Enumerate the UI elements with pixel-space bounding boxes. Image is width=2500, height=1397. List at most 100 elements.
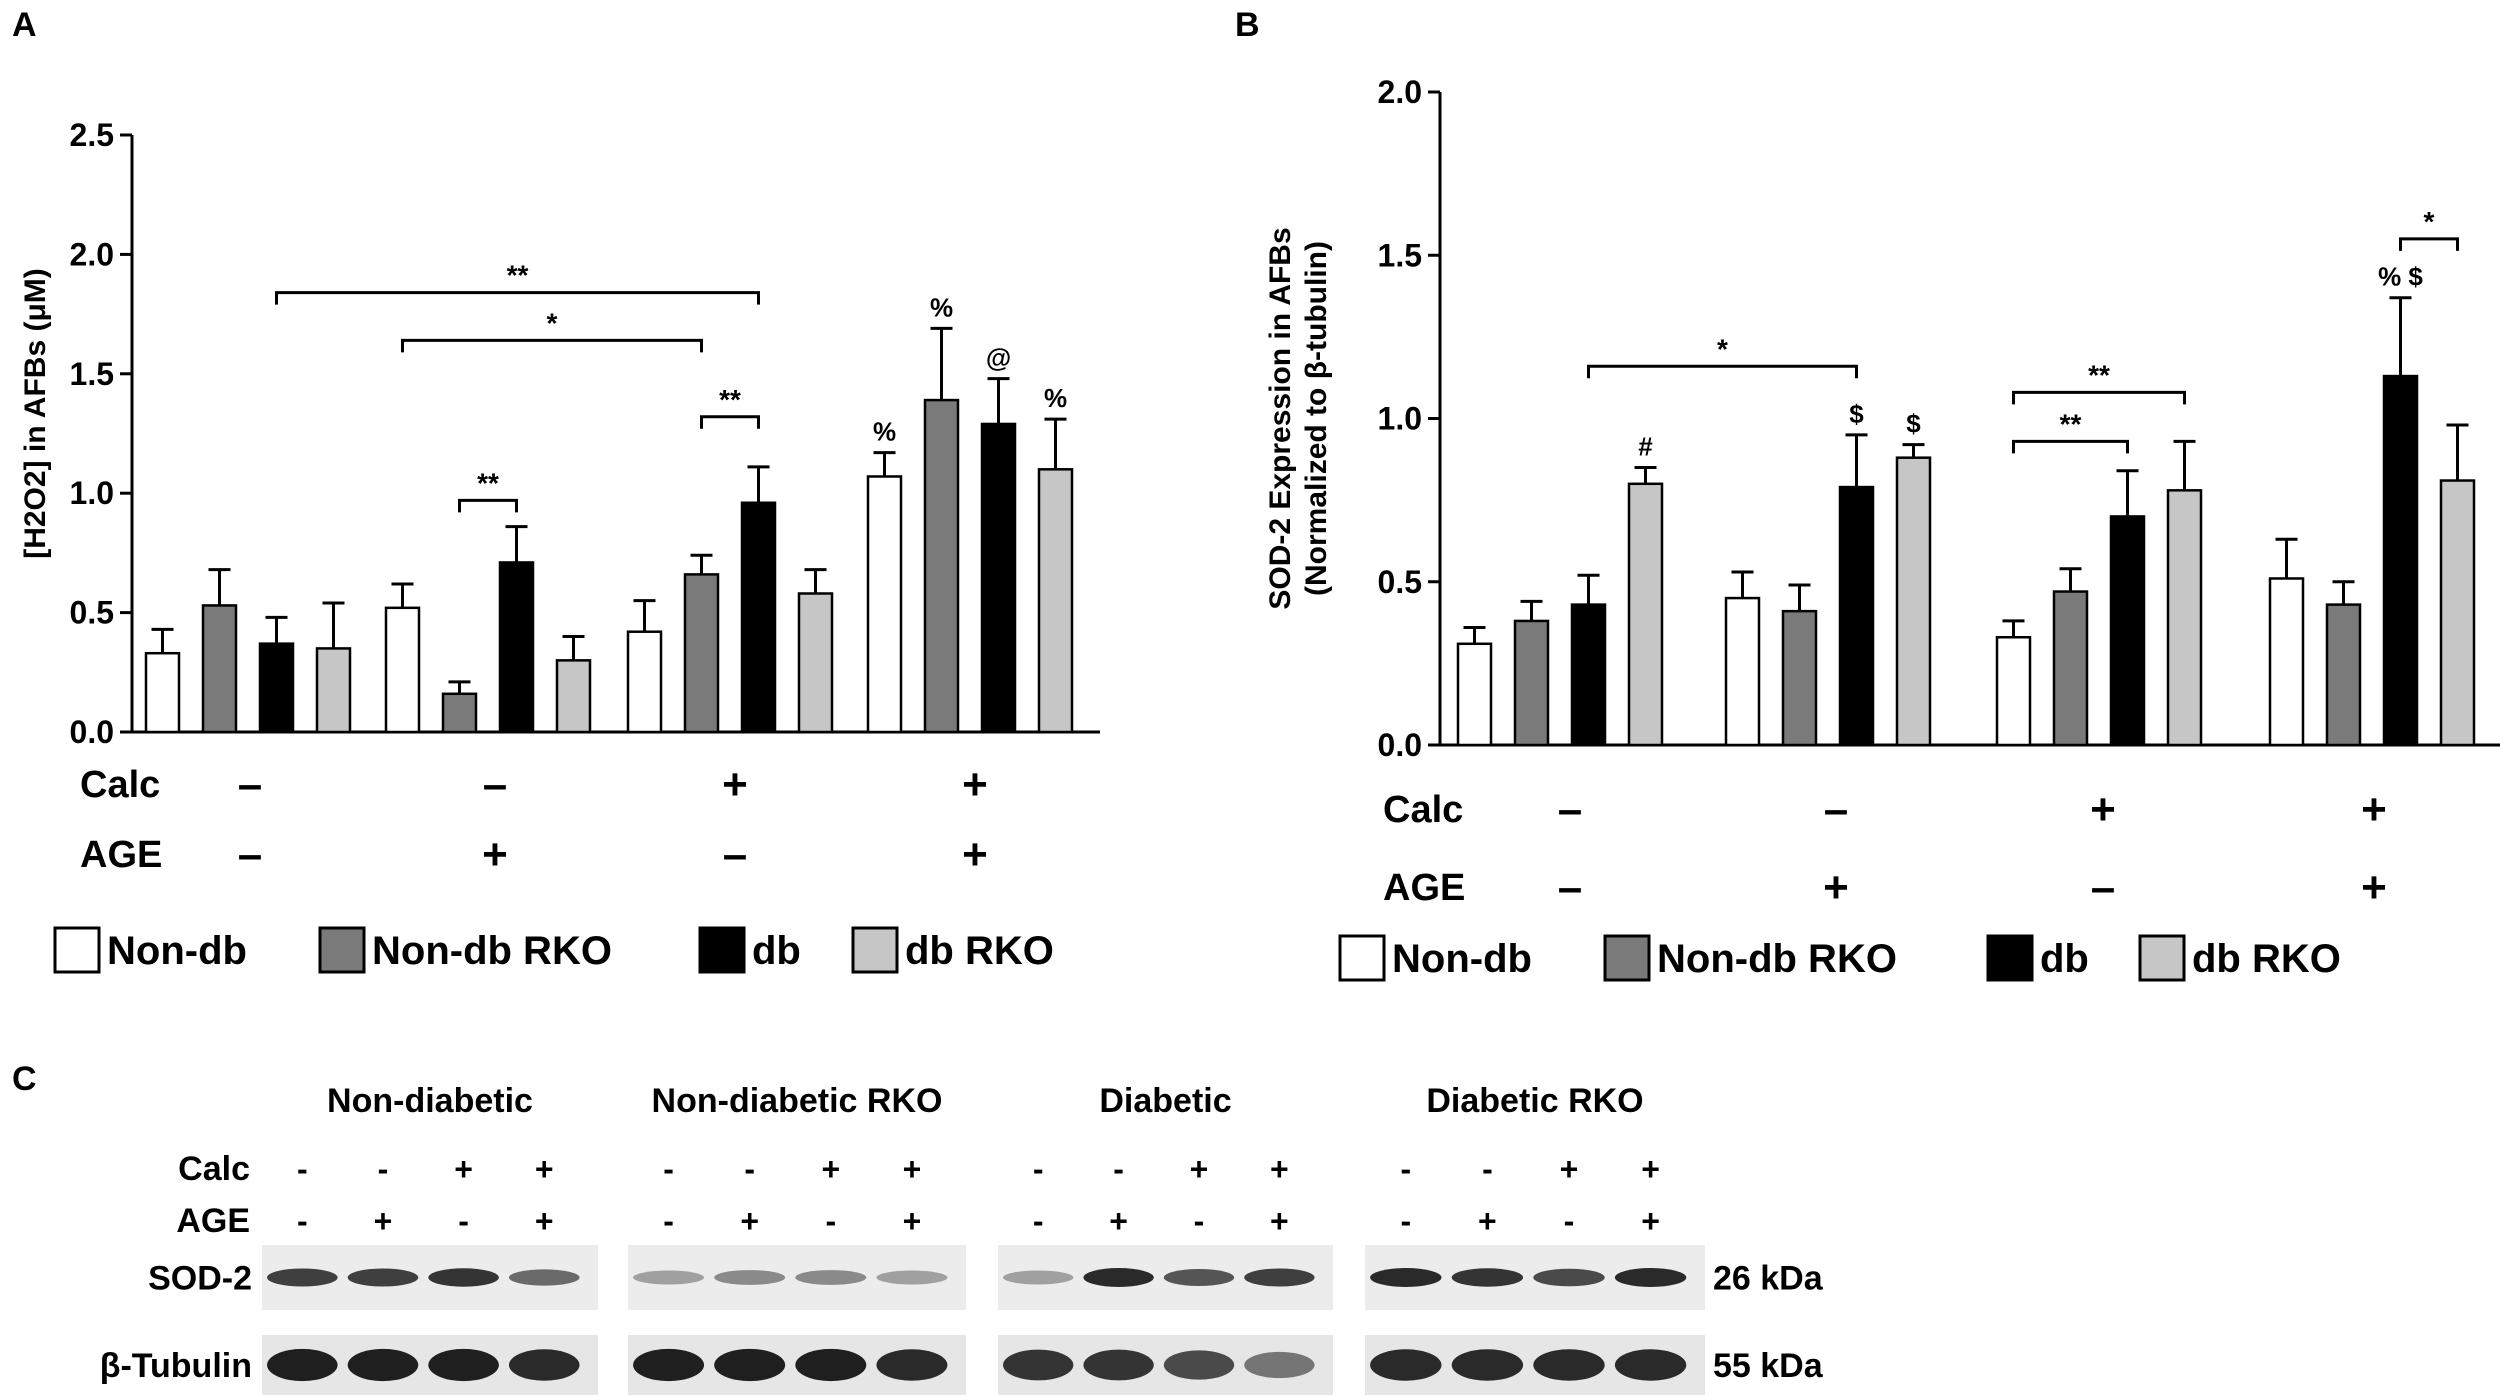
blot-calc-sign: - xyxy=(1482,1151,1493,1187)
bar-a xyxy=(683,573,720,734)
blot-band xyxy=(714,1348,786,1382)
bar-a xyxy=(144,651,181,734)
bar-b xyxy=(1570,603,1607,747)
y-tick-label-a: 0.0 xyxy=(70,714,114,750)
age-sign-a: + xyxy=(962,830,988,879)
blot-row-label: β-Tubulin xyxy=(100,1347,252,1385)
blot-age-sign: + xyxy=(374,1203,393,1239)
bar-a xyxy=(1037,468,1074,734)
y-axis-label-line1-b: SOD-2 Expression in AFBs xyxy=(1264,227,1297,609)
blot-band xyxy=(1533,1268,1605,1287)
panel-b-letter: B xyxy=(1235,6,1260,44)
legend-label-b: db xyxy=(2040,937,2089,981)
significance-label-a: ** xyxy=(507,260,529,291)
calc-sign-b: – xyxy=(1824,785,1848,834)
bar-b xyxy=(1513,619,1550,747)
significance-bracket-a xyxy=(275,291,760,305)
bar-mark-a: @ xyxy=(986,343,1011,373)
bar-a xyxy=(740,501,777,734)
calc-sign-a: – xyxy=(483,760,507,809)
bar-b xyxy=(2166,489,2203,747)
age-sign-b: – xyxy=(2091,863,2115,912)
blot-band xyxy=(508,1349,580,1381)
legend-label-a: Non-db RKO xyxy=(372,929,612,973)
blot-age-sign: - xyxy=(1033,1203,1044,1239)
blot-age-sign: - xyxy=(825,1203,836,1239)
age-sign-a: – xyxy=(723,830,747,879)
calc-sign-b: – xyxy=(1558,785,1582,834)
significance-bracket-b xyxy=(2012,390,2186,405)
blot-group-label: Diabetic RKO xyxy=(1426,1082,1643,1120)
blot-kda-label: 26 kDa xyxy=(1713,1260,1824,1298)
bar-b xyxy=(1724,596,1761,747)
blot-age-sign: + xyxy=(740,1203,759,1239)
bar-a xyxy=(201,604,238,734)
y-tick-label-a: 2.5 xyxy=(70,117,114,153)
y-tick-label-a: 1.0 xyxy=(70,475,114,511)
blot-band xyxy=(1370,1349,1442,1381)
blot-age-sign: + xyxy=(903,1203,922,1239)
bar-a xyxy=(315,647,352,734)
blot-age-sign: + xyxy=(535,1203,554,1239)
blot-band xyxy=(1370,1268,1442,1287)
calc-label-a: Calc xyxy=(80,764,160,806)
blot-band xyxy=(1533,1349,1605,1381)
blot-layer: CalcAGENon-diabetic---++-++Non-diabetic … xyxy=(100,1082,1824,1395)
bar-a xyxy=(555,659,592,734)
bar-mark-a: % xyxy=(873,417,896,447)
blot-calc-sign: + xyxy=(821,1151,840,1187)
y-tick-label-a: 0.5 xyxy=(70,595,114,631)
significance-label-b: * xyxy=(1717,333,1728,364)
y-tick-label-b: 2.0 xyxy=(1378,74,1422,110)
legend-label-a: db xyxy=(752,929,801,973)
significance-label-b: * xyxy=(2424,206,2435,237)
legend-swatch-b xyxy=(1338,934,1386,982)
blot-band xyxy=(1083,1349,1154,1381)
blot-band xyxy=(1003,1349,1074,1381)
significance-bracket-a xyxy=(401,338,703,353)
legend-label-b: Non-db xyxy=(1392,937,1532,981)
blot-band xyxy=(1614,1349,1687,1381)
bar-b xyxy=(2382,374,2419,747)
y-axis-label-line2-b: (Normalized to β-tubulin) xyxy=(1300,241,1333,596)
blot-band xyxy=(1451,1349,1524,1381)
blot-calc-sign: - xyxy=(378,1151,389,1187)
legend-label-b: Non-db RKO xyxy=(1657,937,1897,981)
bar-b xyxy=(1838,485,1875,747)
blot-band xyxy=(714,1270,786,1285)
blot-calc-sign: + xyxy=(1190,1151,1209,1187)
significance-bracket-b xyxy=(1587,364,1858,379)
bar-b xyxy=(1781,609,1818,747)
blot-calc-sign: - xyxy=(1113,1151,1124,1187)
bar-a xyxy=(258,642,295,734)
bar-a xyxy=(923,398,960,734)
blot-band xyxy=(428,1268,499,1287)
legend-label-a: db RKO xyxy=(905,929,1054,973)
blot-calc-sign: + xyxy=(1641,1151,1660,1187)
blot-band xyxy=(1083,1268,1154,1287)
bar-b xyxy=(2052,590,2089,747)
blot-calc-sign: + xyxy=(1560,1151,1579,1187)
bar-b xyxy=(1995,636,2032,747)
blot-group-label: Non-diabetic xyxy=(327,1082,533,1120)
blot-band xyxy=(1451,1268,1524,1287)
age-sign-b: + xyxy=(2361,863,2387,912)
significance-bracket-a xyxy=(700,415,760,429)
blot-calc-sign: - xyxy=(1033,1151,1044,1187)
age-sign-a: – xyxy=(238,830,262,879)
bar-a xyxy=(797,592,834,734)
legend-label-b: db RKO xyxy=(2192,937,2341,981)
y-tick-label-b: 0.5 xyxy=(1378,564,1422,600)
bar-mark-b: $ xyxy=(1906,409,1921,439)
blot-age-sign: - xyxy=(1564,1203,1575,1239)
blot-band xyxy=(428,1348,499,1382)
age-label-a: AGE xyxy=(80,834,162,876)
calc-sign-b: + xyxy=(2361,785,2387,834)
y-axis-label-b: SOD-2 Expression in AFBs (Normalized to β… xyxy=(1264,227,1333,609)
blot-group-label: Diabetic xyxy=(1099,1082,1231,1120)
blot-band xyxy=(795,1270,867,1285)
blot-age-label: AGE xyxy=(176,1202,250,1240)
blot-age-sign: - xyxy=(663,1203,674,1239)
bar-mark-a: % xyxy=(1044,383,1067,413)
